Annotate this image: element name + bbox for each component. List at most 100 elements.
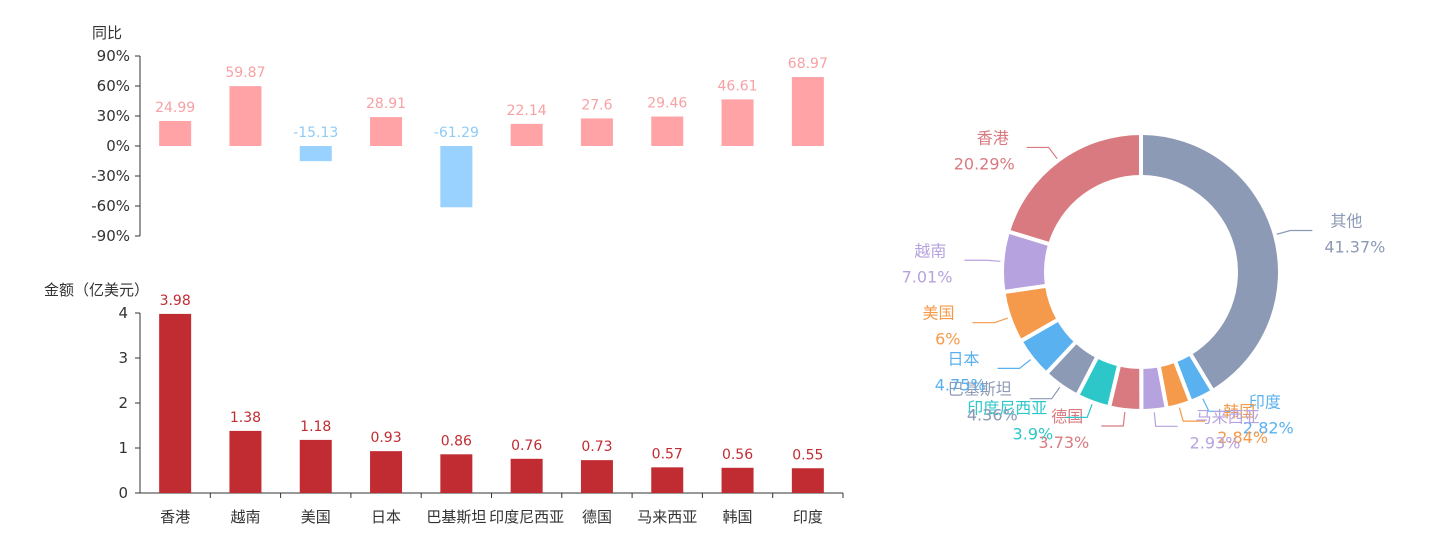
donut-slice-name: 印度	[1249, 392, 1281, 411]
yoy-value-label: 22.14	[507, 103, 547, 119]
donut-leader-line	[1153, 412, 1178, 427]
donut-slice-pct: 3.9%	[1013, 424, 1054, 443]
yoy-value-label: 46.61	[718, 78, 758, 94]
yoy-y-axis: 90% 60% 30% 0% -30% -60% -90%	[91, 47, 141, 245]
amount-bar	[651, 467, 684, 493]
yoy-tick-label: -60%	[91, 197, 130, 215]
donut-slice-name: 越南	[914, 241, 946, 260]
donut-slice-name: 印度尼西亚	[967, 398, 1047, 417]
amount-value-label: 0.93	[370, 430, 401, 446]
amount-bar	[370, 451, 403, 493]
donut-leader-line	[1026, 146, 1058, 160]
yoy-value-label: -61.29	[434, 125, 479, 141]
amount-bar-chart: 金额（亿美元） 4 3 2 1 0 3.98 1.38 1.18 0.93 0.86 0.76 0.…	[44, 281, 844, 526]
donut-slice-name: 马来西亚	[1196, 407, 1260, 426]
yoy-bar	[510, 123, 543, 146]
amount-bar	[791, 468, 824, 493]
category-axis: 香港 越南 美国 日本 巴基斯坦 印度尼西亚 德国 马来西亚 韩国 印度	[160, 493, 844, 526]
donut-slice-pct: 6%	[935, 330, 960, 349]
donut-leader-line	[1178, 407, 1206, 422]
donut-slice-name: 巴基斯坦	[948, 380, 1012, 399]
donut-slice-name: 德国	[1051, 407, 1083, 426]
amount-tick-label: 0	[118, 484, 128, 502]
amount-tick-label: 2	[118, 394, 128, 412]
donut-slice-pct: 2.93%	[1190, 433, 1241, 452]
amount-value-label: 0.73	[581, 439, 612, 455]
yoy-tick-label: -30%	[91, 167, 130, 185]
yoy-tick-label: -90%	[91, 227, 130, 245]
amount-value-label: 1.38	[230, 410, 261, 426]
category-label: 巴基斯坦	[426, 508, 486, 526]
donut-leader-line	[1202, 398, 1231, 412]
category-label: 德国	[582, 508, 612, 526]
yoy-tick-label: 0%	[106, 137, 130, 155]
donut-leader-line	[1276, 229, 1313, 235]
yoy-value-label: 27.6	[581, 97, 612, 113]
amount-axis-title: 金额（亿美元）	[44, 281, 149, 299]
yoy-value-label: -15.13	[293, 125, 338, 141]
donut-slice-pct: 2.82%	[1243, 418, 1294, 437]
donut-leader-line	[997, 359, 1031, 369]
amount-bars: 3.98 1.38 1.18 0.93 0.86 0.76 0.73 0.57 0.56 0.55	[159, 293, 824, 493]
yoy-value-label: 59.87	[225, 65, 265, 81]
category-label: 印度	[793, 508, 823, 526]
yoy-bar	[721, 99, 754, 146]
yoy-bar	[440, 146, 473, 208]
amount-bar	[440, 454, 473, 493]
donut-slice-name: 韩国	[1223, 402, 1255, 421]
donut-slice-pct: 3.73%	[1038, 433, 1089, 452]
donut-slice-pct: 4.36%	[967, 406, 1018, 425]
category-label: 印度尼西亚	[489, 508, 564, 526]
donut-leader-line	[1029, 386, 1061, 400]
share-donut-chart: 其他 41.37% 印度 2.82%韩国 2.84% 马来西亚 2.93% 德国 3.73% 印度…	[902, 128, 1386, 452]
amount-bar	[580, 460, 613, 493]
category-label: 马来西亚	[637, 508, 697, 526]
donut-slice-pct: 4.75%	[935, 375, 986, 394]
amount-bar	[159, 313, 192, 493]
donut-leader-line	[1065, 404, 1093, 418]
yoy-bar	[580, 118, 613, 146]
amount-value-label: 0.86	[441, 433, 472, 449]
amount-bar	[721, 467, 754, 493]
yoy-axis-title: 同比	[92, 24, 122, 42]
amount-value-label: 1.18	[300, 419, 331, 435]
amount-value-label: 0.76	[511, 438, 542, 454]
donut-slice-name: 其他	[1330, 211, 1362, 230]
category-label: 香港	[160, 508, 190, 526]
donut-slice-name: 日本	[948, 349, 980, 368]
category-label: 日本	[371, 508, 401, 526]
donut-leader-line	[1101, 412, 1126, 427]
yoy-value-label: 68.97	[788, 56, 828, 72]
donut-slice	[1006, 131, 1143, 247]
amount-value-label: 0.55	[792, 447, 823, 463]
yoy-value-label: 24.99	[155, 100, 195, 116]
yoy-bar	[299, 146, 332, 162]
amount-value-label: 0.56	[722, 447, 753, 463]
yoy-value-label: 29.46	[647, 96, 687, 112]
donut-slice-name: 美国	[922, 304, 954, 323]
yoy-bar	[229, 86, 262, 146]
donut-leader-line	[964, 259, 1001, 262]
yoy-bar	[159, 121, 192, 146]
donut-slice-name: 香港	[977, 128, 1009, 147]
amount-value-label: 0.57	[652, 446, 683, 462]
yoy-bar	[791, 77, 824, 146]
donut-slice	[1139, 131, 1282, 394]
donut-leader-line	[972, 317, 1008, 324]
donut-slice-pct: 20.29%	[954, 154, 1015, 173]
amount-tick-label: 4	[118, 304, 128, 322]
category-label: 越南	[230, 508, 260, 526]
yoy-tick-label: 30%	[97, 107, 130, 125]
amount-tick-label: 3	[118, 349, 128, 367]
donut-slice-pct: 2.84%	[1217, 428, 1268, 447]
yoy-bar-chart: 同比 90% 60% 30% 0% -30% -60% -90% 24.99 59.87 -15…	[91, 24, 828, 245]
amount-tick-label: 1	[118, 439, 128, 457]
amount-bar	[510, 458, 543, 493]
yoy-tick-label: 60%	[97, 77, 130, 95]
yoy-bar	[651, 116, 684, 146]
yoy-tick-label: 90%	[97, 47, 130, 65]
yoy-bar	[370, 117, 403, 146]
yoy-bars: 24.99 59.87 -15.13 28.91 -61.29 22.14 27.6 29.4…	[155, 56, 828, 208]
category-label: 美国	[301, 508, 331, 526]
